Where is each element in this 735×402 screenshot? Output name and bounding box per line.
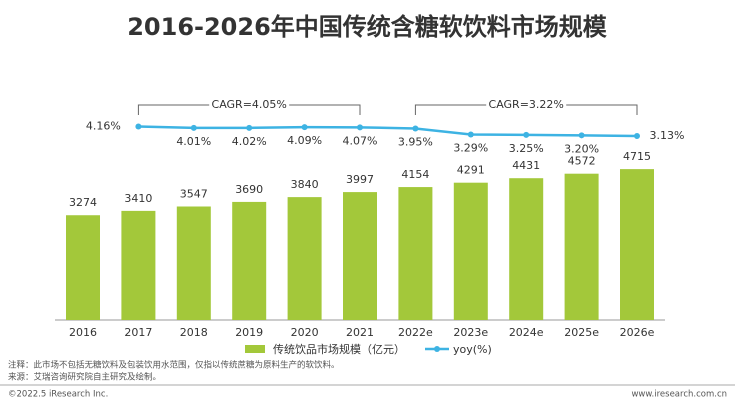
bar	[232, 201, 267, 320]
footer-left: ©2022.5 iResearch Inc.	[8, 390, 108, 400]
line-marker	[246, 124, 253, 131]
data-label: 3547	[180, 187, 208, 200]
line-marker	[467, 131, 474, 138]
x-tick-label: 2024e	[509, 326, 544, 339]
annotation: CAGR=3.22%	[489, 98, 564, 111]
data-label: 4154	[401, 168, 429, 181]
data-label: 4715	[623, 150, 651, 163]
x-tick-label: 2018	[180, 326, 208, 339]
x-tick-label: 2025e	[564, 326, 599, 339]
data-label: 3690	[235, 183, 263, 196]
data-label: 3.29%	[453, 141, 488, 154]
data-label: 3997	[346, 173, 374, 186]
line-marker	[357, 124, 363, 131]
legend-label: yoy(%)	[453, 343, 492, 356]
line	[138, 125, 638, 138]
bar	[343, 192, 377, 320]
line-marker	[412, 125, 419, 132]
legend-swatch	[434, 346, 440, 352]
annotation: CAGR=4.05%	[212, 98, 287, 111]
data-label: 4.07%	[343, 134, 378, 147]
x-tick-label: 2026e	[620, 326, 655, 339]
data-label: 3.13%	[650, 129, 685, 142]
data-label: 3274	[69, 196, 97, 209]
bar	[176, 206, 211, 320]
data-label: 3.20%	[564, 142, 599, 155]
data-label: 4.01%	[176, 135, 211, 148]
bar	[453, 182, 488, 320]
bar	[66, 215, 100, 320]
line-marker	[301, 124, 308, 131]
line-marker	[578, 132, 585, 139]
bracket	[137, 104, 361, 115]
data-label: 3.25%	[509, 142, 544, 155]
x-tick-label: 2017	[124, 326, 152, 339]
bar	[398, 187, 433, 320]
bracket	[414, 104, 638, 115]
bar	[564, 173, 599, 320]
bar	[620, 169, 654, 320]
data-label: 4.02%	[232, 135, 267, 148]
data-label: 4.16%	[86, 120, 121, 133]
data-label: 4431	[512, 159, 540, 172]
note: 注释：此市场不包括无糖饮料及包装饮用水范围，仅指以传统蔗糖为原料生产的软饮料。	[8, 360, 340, 371]
line-marker	[190, 124, 197, 131]
legend-label: 传统饮品市场规模（亿元）	[273, 342, 405, 356]
x-tick-label: 2016	[69, 326, 97, 339]
legend-swatch	[245, 345, 265, 353]
data-label: 4572	[568, 155, 596, 168]
x-tick-label: 2020	[291, 326, 319, 339]
line-marker	[135, 123, 142, 130]
bar	[509, 178, 544, 320]
x-tick-label: 2019	[235, 326, 263, 339]
bar	[121, 210, 156, 320]
data-label: 4.09%	[287, 134, 322, 147]
line-marker	[523, 131, 530, 138]
x-tick-label: 2022e	[398, 326, 433, 339]
data-label: 3.95%	[398, 135, 433, 148]
line-marker	[634, 132, 640, 139]
bar	[287, 197, 322, 320]
data-label: 4291	[457, 164, 485, 177]
footer-right: www.iresearch.com.cn	[631, 390, 727, 400]
data-label: 3410	[124, 192, 152, 205]
note: 来源：艾瑞咨询研究院自主研究及绘制。	[8, 372, 161, 383]
chart-title: 2016-2026年中国传统含糖软饮料市场规模	[127, 13, 608, 41]
x-tick-label: 2023e	[453, 326, 488, 339]
data-label: 3840	[291, 178, 319, 191]
x-tick-label: 2021	[346, 326, 374, 339]
